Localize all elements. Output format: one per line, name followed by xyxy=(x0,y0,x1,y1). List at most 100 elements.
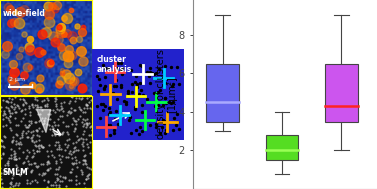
Point xyxy=(139,104,145,107)
Point xyxy=(162,131,168,134)
Point xyxy=(13,158,19,161)
Point xyxy=(44,186,50,189)
Point xyxy=(32,162,38,165)
Point xyxy=(80,132,86,135)
Point xyxy=(10,170,16,174)
Point xyxy=(69,54,75,57)
Point xyxy=(113,110,119,113)
Point xyxy=(157,89,163,92)
Point xyxy=(4,45,10,48)
Point xyxy=(6,97,12,100)
Point xyxy=(170,101,176,104)
Point xyxy=(58,26,64,29)
Polygon shape xyxy=(37,110,51,132)
Point xyxy=(9,139,15,143)
Point xyxy=(38,144,44,147)
Point xyxy=(45,179,51,182)
Point xyxy=(29,138,35,141)
Point xyxy=(139,73,146,76)
Point xyxy=(135,133,141,136)
Point xyxy=(118,68,124,71)
Point xyxy=(106,124,112,127)
Point xyxy=(21,99,28,102)
Point xyxy=(66,152,72,155)
Point xyxy=(161,122,167,125)
Point xyxy=(153,123,159,126)
Point xyxy=(118,62,124,65)
Point xyxy=(82,186,88,189)
Point xyxy=(5,170,11,173)
Point xyxy=(78,49,84,52)
Point xyxy=(127,132,133,135)
Point xyxy=(5,160,11,163)
Point xyxy=(7,115,13,118)
Point xyxy=(32,178,38,181)
Point xyxy=(32,144,38,147)
Point xyxy=(40,145,46,148)
Point xyxy=(25,167,31,170)
Point xyxy=(46,20,52,23)
Point xyxy=(17,173,23,176)
Point xyxy=(27,110,33,113)
Point xyxy=(57,157,63,160)
Point xyxy=(84,103,90,106)
Point xyxy=(21,32,27,35)
Point xyxy=(50,130,56,133)
Point xyxy=(132,105,138,108)
Point xyxy=(129,83,135,86)
Point xyxy=(45,159,51,162)
Point xyxy=(110,70,116,73)
Point xyxy=(64,113,70,116)
Point xyxy=(61,16,67,19)
Point xyxy=(56,82,62,85)
Point xyxy=(86,121,92,124)
Point xyxy=(8,128,14,131)
Point xyxy=(25,130,31,133)
Point xyxy=(103,105,109,108)
Point xyxy=(55,167,61,170)
Point xyxy=(9,79,15,82)
Point xyxy=(56,109,62,112)
Point xyxy=(169,85,175,88)
Point xyxy=(104,67,110,70)
Point xyxy=(35,106,41,109)
Point xyxy=(84,96,90,99)
Point xyxy=(81,159,87,162)
Bar xyxy=(207,64,239,122)
Point xyxy=(147,82,153,85)
Point xyxy=(79,86,85,89)
Point xyxy=(28,119,34,122)
Point xyxy=(160,118,166,121)
Point xyxy=(34,103,40,106)
Point xyxy=(65,124,71,127)
Bar xyxy=(266,135,299,160)
Point xyxy=(81,154,87,157)
Point xyxy=(86,94,92,97)
Point xyxy=(70,79,76,82)
Point xyxy=(16,143,22,146)
Point xyxy=(0,138,3,141)
Point xyxy=(32,96,38,99)
Point xyxy=(81,154,87,157)
Point xyxy=(137,82,143,85)
Point xyxy=(102,66,108,69)
Point xyxy=(73,96,79,99)
Point xyxy=(29,103,35,106)
Point xyxy=(119,66,125,69)
Point xyxy=(35,164,41,167)
Point xyxy=(84,123,90,126)
Point xyxy=(60,130,66,133)
Point xyxy=(75,138,81,141)
Point xyxy=(69,161,75,164)
Point xyxy=(70,129,77,132)
Point xyxy=(12,164,18,167)
Point xyxy=(81,122,87,125)
Point xyxy=(56,132,62,136)
Point xyxy=(44,97,50,100)
Point xyxy=(49,133,55,136)
Point xyxy=(61,177,67,180)
Point xyxy=(80,163,86,166)
Point xyxy=(27,182,33,185)
Point xyxy=(12,152,18,155)
Point xyxy=(76,105,82,108)
